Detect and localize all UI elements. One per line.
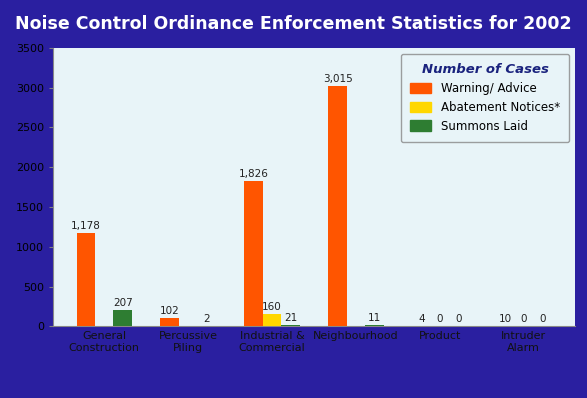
Text: 2: 2: [203, 314, 210, 324]
Bar: [113, 310, 132, 326]
Text: 0: 0: [539, 314, 545, 324]
Text: 160: 160: [262, 302, 282, 312]
Bar: [281, 325, 300, 326]
Text: 0: 0: [521, 314, 527, 324]
Text: 4: 4: [418, 314, 425, 324]
Bar: [244, 181, 263, 326]
Text: 1,826: 1,826: [239, 169, 269, 179]
Text: 0: 0: [455, 314, 461, 324]
Bar: [328, 86, 347, 326]
Text: 102: 102: [160, 306, 180, 316]
Legend: Warning/ Advice, Abatement Notices*, Summons Laid: Warning/ Advice, Abatement Notices*, Sum…: [401, 54, 569, 142]
Text: 207: 207: [113, 298, 133, 308]
Bar: [263, 314, 281, 326]
Text: 1,178: 1,178: [71, 220, 101, 230]
Bar: [76, 232, 95, 326]
Text: Noise Control Ordinance Enforcement Statistics for 2002: Noise Control Ordinance Enforcement Stat…: [15, 15, 572, 33]
Bar: [160, 318, 179, 326]
Text: 11: 11: [368, 314, 381, 324]
Text: * Abatement notices are only applicable to industrial and commercial noise.: * Abatement notices are only applicable …: [12, 380, 408, 390]
Text: 10: 10: [499, 314, 512, 324]
Text: 0: 0: [437, 314, 443, 324]
Text: 3,015: 3,015: [323, 74, 352, 84]
Text: 21: 21: [284, 313, 297, 323]
